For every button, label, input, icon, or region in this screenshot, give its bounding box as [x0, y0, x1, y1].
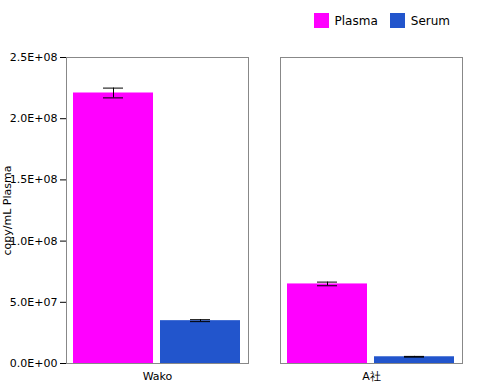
svg-text:1.5E+08: 1.5E+08 — [10, 173, 58, 186]
html-text:Serum: Serum — [410, 13, 450, 28]
svg-text:A社: A社 — [362, 370, 381, 383]
html-text:Plasma: Plasma — [334, 13, 378, 28]
svg-text:copy/mL Plasma: copy/mL Plasma — [1, 166, 14, 256]
svg-text:2.5E+08: 2.5E+08 — [10, 51, 58, 64]
svg-text:1.0E+08: 1.0E+08 — [10, 235, 58, 248]
svg-text:0.0E+00: 0.0E+00 — [10, 357, 58, 370]
svg-text:2.0E+08: 2.0E+08 — [10, 112, 58, 125]
svg-text:Wako: Wako — [143, 370, 173, 383]
svg-text:5.0E+07: 5.0E+07 — [10, 296, 58, 309]
